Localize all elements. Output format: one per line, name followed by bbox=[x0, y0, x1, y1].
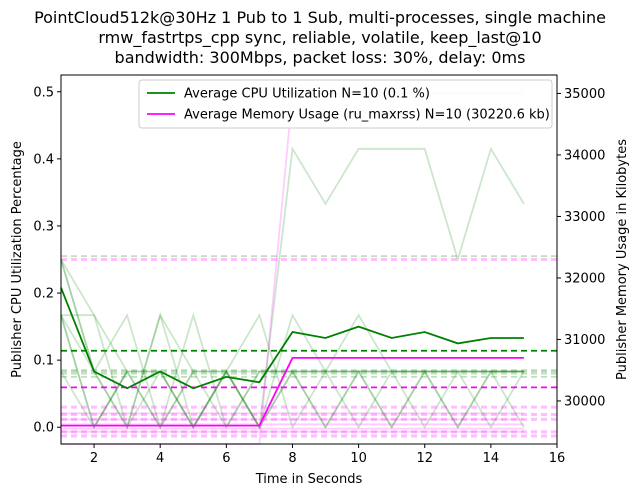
y-left-tick-label: 0.0 bbox=[33, 421, 54, 436]
cpu-run-line-4 bbox=[61, 312, 525, 430]
title-line-2: rmw_fastrtps_cpp sync, reliable, volatil… bbox=[98, 28, 541, 48]
y-right-tick-label: 34000 bbox=[564, 148, 605, 163]
y-right-tick-label: 30000 bbox=[564, 394, 605, 409]
x-tick-label: 16 bbox=[549, 451, 566, 466]
cpu-average-line bbox=[60, 287, 524, 390]
y-left-tick-label: 0.3 bbox=[33, 219, 54, 234]
cpu-run-line-5 bbox=[60, 312, 524, 430]
y-right-tick-label: 33000 bbox=[564, 210, 605, 225]
y-left-tick-label: 0.4 bbox=[33, 152, 54, 167]
chart-title: PointCloud512k@30Hz 1 Pub to 1 Sub, mult… bbox=[34, 8, 606, 67]
cpu-run-line-1 bbox=[60, 146, 525, 430]
x-tick-label: 6 bbox=[222, 451, 230, 466]
y-right-tick-label: 31000 bbox=[564, 333, 605, 348]
x-tick-label: 12 bbox=[416, 451, 433, 466]
title-line-1: PointCloud512k@30Hz 1 Pub to 1 Sub, mult… bbox=[34, 8, 606, 27]
cpu-run-line-6 bbox=[60, 312, 524, 431]
axes: 2 4 6 8 10 12 14 16 0.0 0.1 0.2 0.3 0.4 0.5 30000 31000… bbox=[10, 74, 630, 487]
y-right-axis-label: Publisher Memory Usage in Kilobytes bbox=[615, 139, 630, 380]
y-right-tick-label: 35000 bbox=[564, 87, 605, 102]
x-axis-label: Time in Seconds bbox=[255, 472, 363, 487]
legend-box bbox=[138, 79, 553, 129]
cpu-run-line-7 bbox=[60, 259, 524, 431]
mean-lines bbox=[61, 255, 557, 438]
legend: Average CPU Utilization N=10 (0.1 %) Aver… bbox=[138, 79, 553, 129]
plot-area bbox=[61, 75, 557, 444]
x-tick-label: 8 bbox=[288, 451, 296, 466]
y-left-tick-label: 0.2 bbox=[33, 287, 54, 302]
plot-background bbox=[61, 75, 557, 444]
x-tick-label: 10 bbox=[350, 451, 367, 466]
y-left-axis-label: Publisher CPU Utilization Percentage bbox=[10, 141, 25, 378]
average-series bbox=[60, 287, 524, 427]
y-left-tick-label: 0.5 bbox=[33, 85, 54, 100]
title-line-3: bandwidth: 300Mbps, packet loss: 30%, de… bbox=[115, 48, 526, 67]
x-tick-label: 2 bbox=[90, 451, 98, 466]
memory-average-line bbox=[61, 356, 524, 427]
y-right-tick-label: 32000 bbox=[564, 271, 605, 286]
cpu-run-line-8 bbox=[60, 314, 525, 430]
x-tick-label: 4 bbox=[156, 451, 164, 466]
y-left-tick-label: 0.1 bbox=[33, 354, 54, 369]
cpu-run-line-2 bbox=[60, 314, 524, 430]
legend-label-2: Average Memory Usage (ru_maxrss) N=10 (3… bbox=[184, 108, 550, 123]
cpu-run-line-3 bbox=[60, 259, 524, 430]
x-tick-label: 14 bbox=[483, 451, 500, 466]
plot-frame bbox=[60, 74, 558, 445]
legend-label-1: Average CPU Utilization N=10 (0.1 %) bbox=[184, 87, 430, 102]
